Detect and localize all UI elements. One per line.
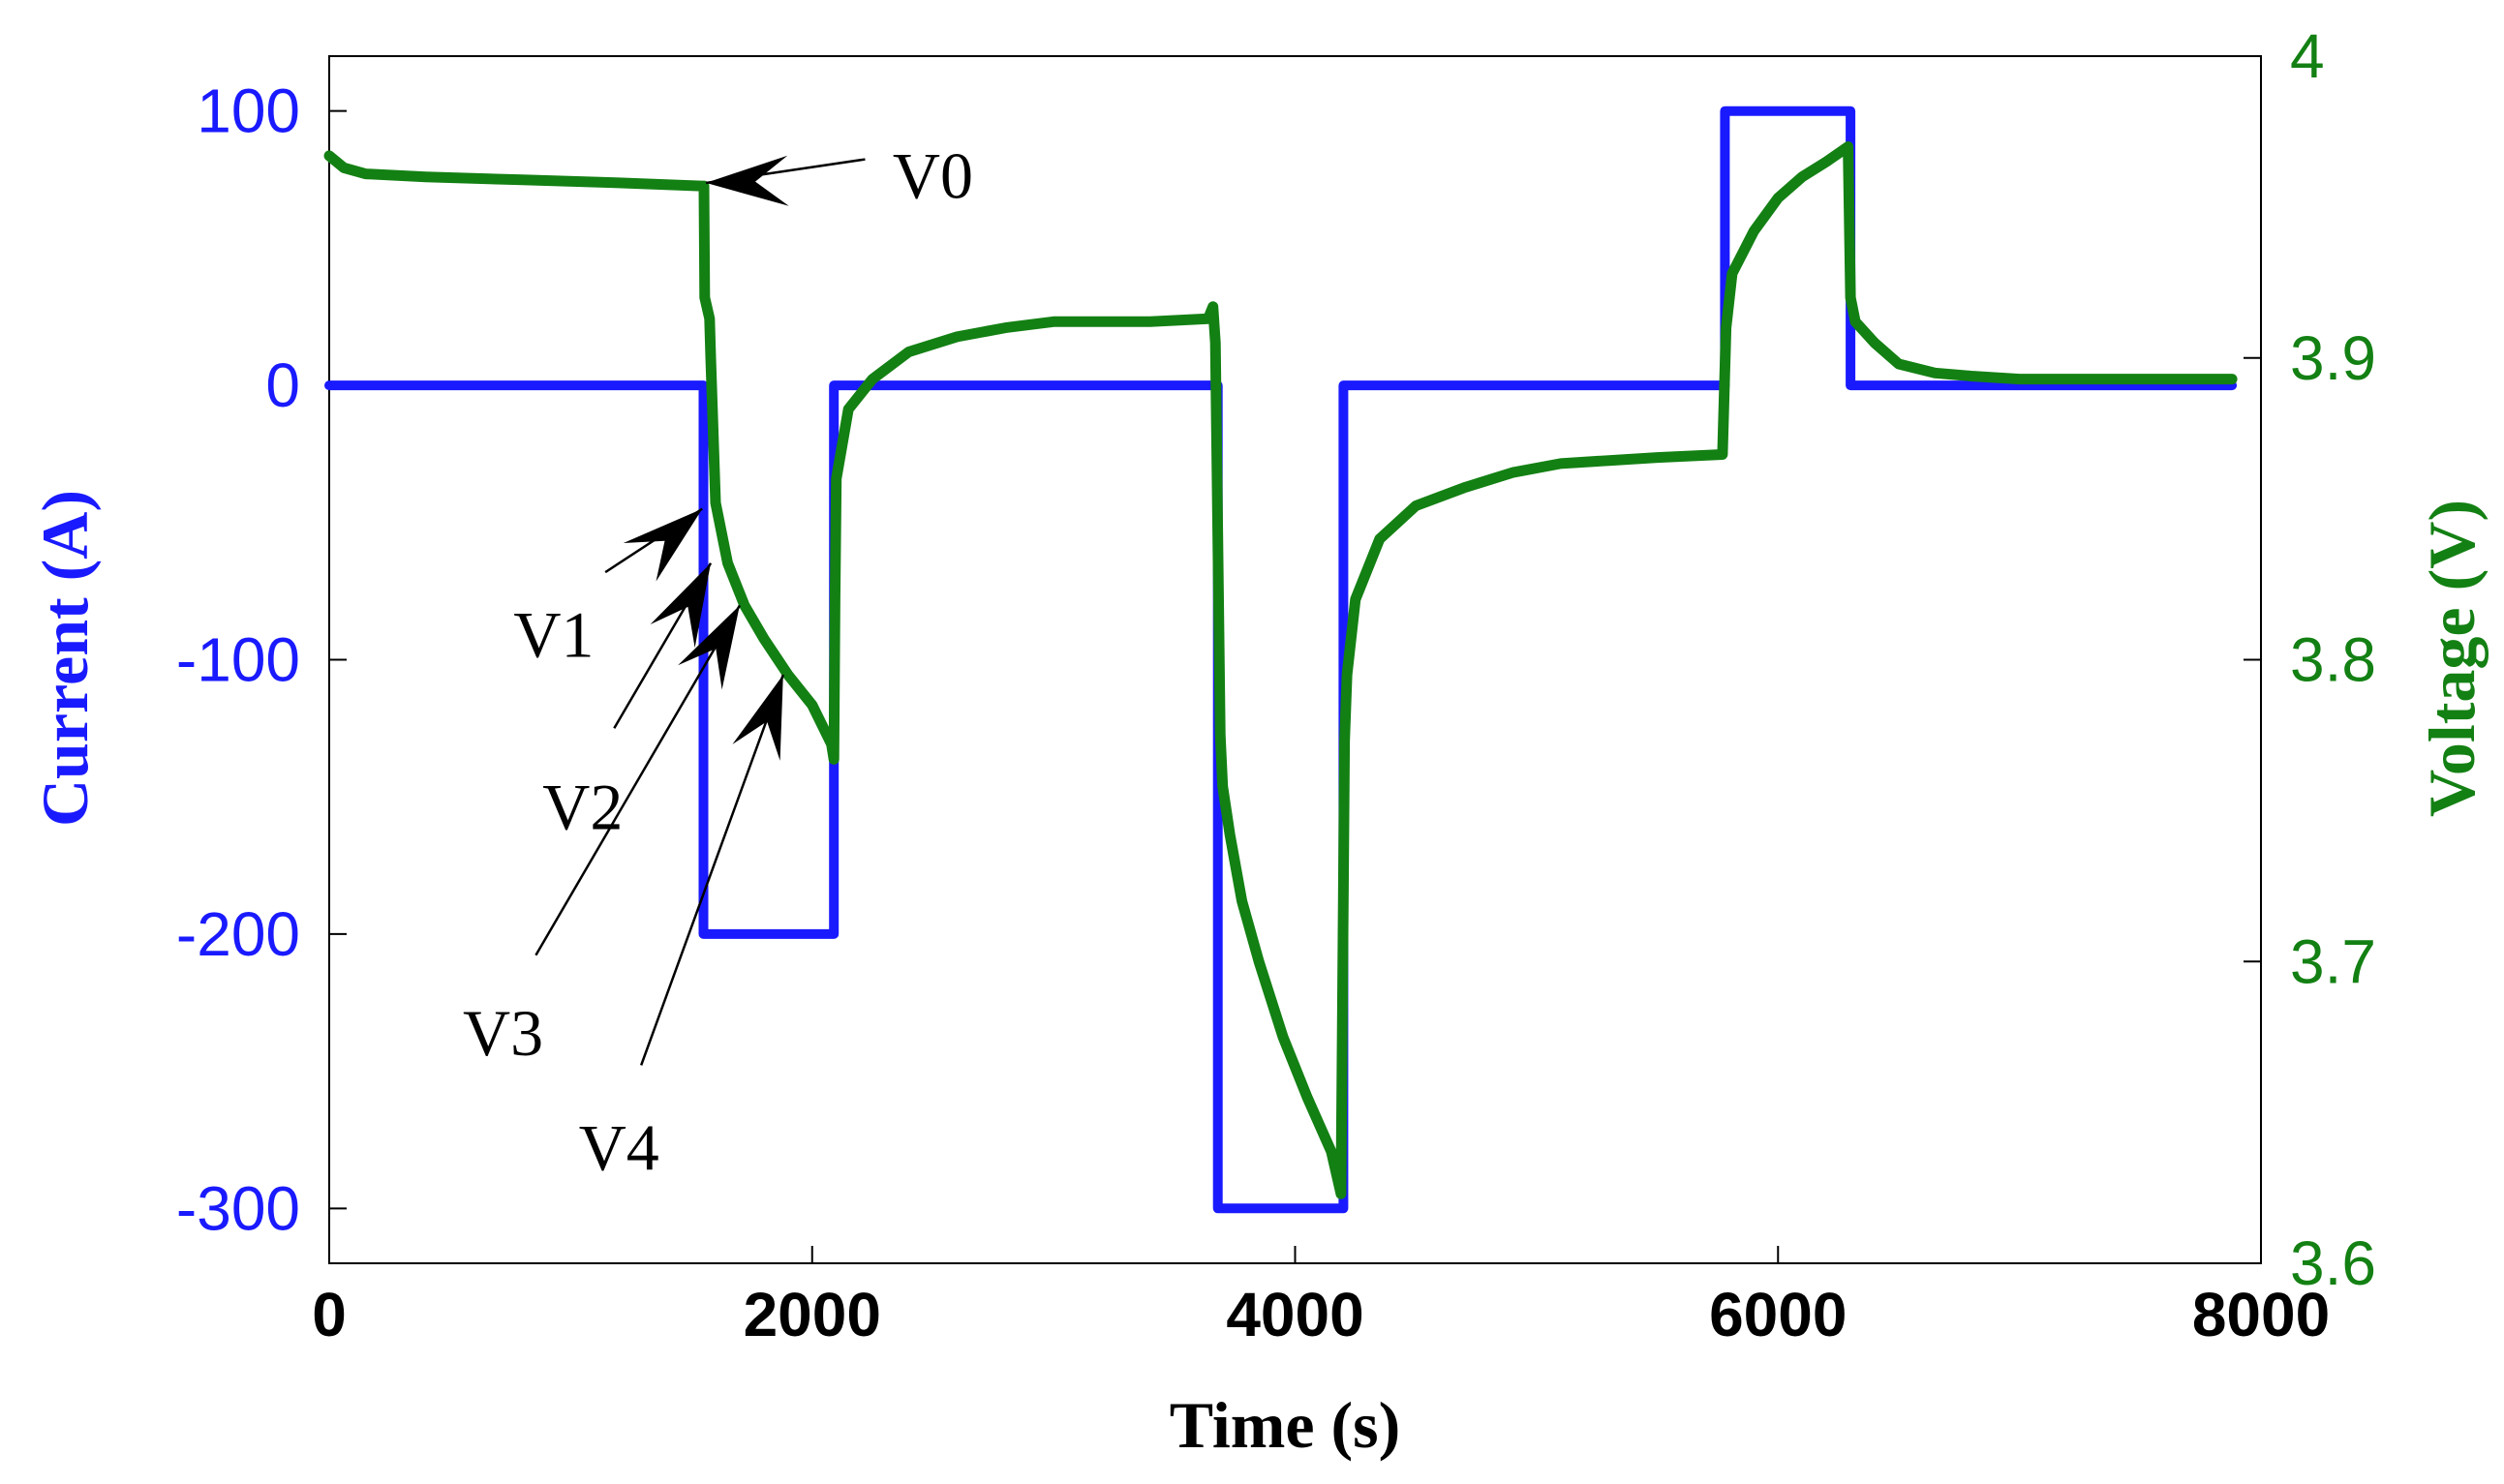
annotation-arrowhead [623,508,703,582]
x-tick-label: 4000 [1226,1280,1363,1349]
annotation-v0: V0 [705,139,973,213]
left-tick-label: -200 [176,899,300,969]
annotation-label: V1 [513,598,594,672]
x-axis-ticks: 0 2000 4000 6000 8000 [312,1280,2330,1349]
left-axis-ticks: 100 0 -100 -200 -300 [176,76,300,1244]
annotation-v4: V4 [579,674,784,1185]
left-tick-label: -300 [176,1173,300,1243]
annotation-arrowhead [650,562,711,649]
plot-area [328,55,2262,1264]
annotation-leader-line [534,604,742,956]
left-tick-label: -100 [176,625,300,695]
right-tick-label: 4 [2290,21,2325,91]
x-axis-title: Time (s) [1170,1388,1401,1462]
annotation-arrowhead [706,155,789,206]
left-tick-label: 0 [265,350,300,420]
right-axis-ticks: 4 3.9 3.8 3.7 3.6 [2290,21,2376,1298]
series-line-voltage [323,141,2238,1199]
annotation-leader-line [639,674,784,1066]
right-tick-label: 3.7 [2290,926,2376,996]
series-line-current [324,106,2238,1214]
annotation-label: V4 [579,1111,659,1185]
left-axis-title: Current (A) [28,490,102,827]
x-tick-label: 8000 [2192,1280,2330,1349]
annotation-arrowhead [678,605,740,690]
annotation-arrowhead [732,675,783,761]
annotation-layer: V0 V1 V2 V3 V4 [463,139,973,1185]
right-tick-label: 3.8 [2290,625,2376,695]
annotation-v3: V3 [463,604,742,1070]
annotation-label: V0 [893,139,973,213]
annotation-label: V2 [542,770,623,843]
x-tick-label: 2000 [744,1280,881,1349]
right-tick-label: 3.6 [2290,1228,2376,1298]
left-tick-label: 100 [197,76,300,146]
tick-marks [328,55,2262,1264]
annotation-label: V3 [463,996,543,1070]
series-layer [323,106,2238,1214]
annotation-v1: V1 [513,507,703,672]
x-tick-label: 6000 [1709,1280,1847,1349]
right-tick-label: 3.9 [2290,323,2376,393]
annotation-v2: V2 [542,562,713,843]
x-tick-label: 0 [312,1280,347,1349]
right-axis-title: Voltage (V) [2415,500,2489,817]
